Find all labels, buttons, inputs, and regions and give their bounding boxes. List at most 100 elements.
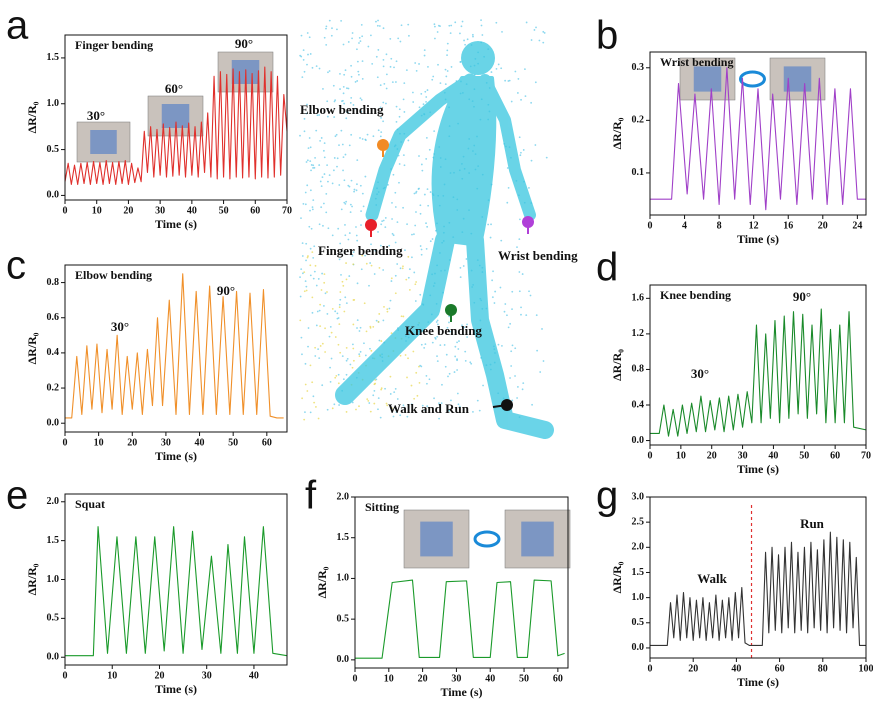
cloud-dot bbox=[434, 23, 436, 25]
cloud-dot bbox=[498, 344, 500, 346]
cloud-dot bbox=[520, 314, 522, 316]
plot-frame bbox=[65, 494, 287, 665]
cloud-dot bbox=[516, 397, 518, 399]
cloud-dot bbox=[310, 274, 312, 276]
cloud-dot bbox=[348, 88, 350, 90]
cloud-dot bbox=[334, 99, 336, 101]
y-tick-label: 0.0 bbox=[337, 654, 350, 665]
cloud-dot bbox=[358, 405, 360, 407]
cloud-dot bbox=[358, 42, 360, 44]
cloud-dot bbox=[349, 364, 351, 366]
cloud-dot bbox=[336, 312, 338, 314]
cloud-dot bbox=[377, 76, 379, 78]
cloud-dot bbox=[464, 44, 466, 46]
cloud-dot bbox=[409, 268, 411, 270]
annotation: 90° bbox=[235, 36, 253, 51]
cloud-dot bbox=[421, 344, 423, 346]
cloud-dot bbox=[306, 161, 308, 163]
cloud-dot bbox=[514, 375, 516, 377]
cloud-dot bbox=[504, 303, 506, 305]
cloud-dot bbox=[457, 348, 459, 350]
y-tick-label: 0.0 bbox=[47, 418, 60, 429]
cloud-dot bbox=[509, 377, 511, 379]
cloud-dot bbox=[299, 55, 301, 57]
cloud-dot bbox=[336, 28, 338, 30]
cloud-dot bbox=[364, 302, 366, 304]
annotation: 30° bbox=[691, 366, 709, 381]
cloud-dot bbox=[307, 32, 309, 34]
cloud-dot bbox=[416, 70, 418, 72]
y-tick-label: 0.0 bbox=[632, 642, 645, 653]
cloud-dot bbox=[302, 255, 304, 257]
cloud-dot bbox=[312, 208, 314, 210]
cloud-dot bbox=[536, 350, 538, 352]
cloud-dot bbox=[350, 204, 352, 206]
cloud-dot bbox=[424, 194, 426, 196]
cloud-dot bbox=[438, 418, 440, 420]
cloud-dot bbox=[347, 239, 349, 241]
cloud-dot bbox=[313, 278, 315, 280]
x-tick-label: 60 bbox=[775, 663, 785, 674]
photo-detail bbox=[420, 522, 453, 557]
signal-line bbox=[65, 274, 284, 418]
cloud-dot bbox=[380, 417, 382, 419]
x-tick-label: 50 bbox=[219, 205, 229, 216]
cloud-dot bbox=[310, 53, 312, 55]
cloud-dot bbox=[371, 265, 373, 267]
cloud-dot bbox=[353, 299, 355, 301]
photo-detail bbox=[521, 522, 554, 557]
cloud-dot bbox=[361, 268, 363, 270]
cloud-dot bbox=[450, 32, 452, 34]
cloud-dot bbox=[377, 408, 379, 410]
x-tick-label: 8 bbox=[717, 220, 722, 231]
cloud-dot bbox=[314, 355, 316, 357]
cloud-dot bbox=[346, 87, 348, 89]
y-axis-title: ΔR/R₀ bbox=[610, 561, 624, 593]
cloud-dot bbox=[324, 273, 326, 275]
cloud-dot bbox=[535, 27, 537, 29]
panel-title: Knee bending bbox=[660, 288, 731, 302]
cloud-dot bbox=[338, 144, 340, 146]
cloud-dot bbox=[309, 160, 311, 162]
cloud-dot bbox=[309, 137, 311, 139]
cloud-dot bbox=[387, 311, 389, 313]
x-axis-title: Time (s) bbox=[155, 217, 197, 231]
cloud-dot bbox=[334, 157, 336, 159]
cloud-dot bbox=[520, 99, 522, 101]
cloud-dot bbox=[512, 344, 514, 346]
x-tick-label: 20 bbox=[707, 450, 717, 461]
cloud-dot bbox=[418, 366, 420, 368]
cloud-dot bbox=[472, 411, 474, 413]
cloud-dot bbox=[417, 395, 419, 397]
cloud-dot bbox=[372, 326, 374, 328]
cloud-dot bbox=[316, 65, 318, 67]
cloud-dot bbox=[421, 164, 423, 166]
cloud-dot bbox=[531, 39, 533, 41]
cloud-dot bbox=[324, 142, 326, 144]
panel-title: Finger bending bbox=[75, 38, 153, 52]
cloud-dot bbox=[347, 358, 349, 360]
cloud-dot bbox=[361, 35, 363, 37]
y-tick-label: 0.0 bbox=[47, 190, 60, 201]
cloud-dot bbox=[400, 355, 402, 357]
cloud-dot bbox=[457, 393, 459, 395]
cloud-dot bbox=[514, 347, 516, 349]
cloud-dot bbox=[454, 346, 456, 348]
signal-line bbox=[650, 532, 866, 645]
x-tick-label: 16 bbox=[783, 220, 793, 231]
cloud-dot bbox=[424, 343, 426, 345]
cloud-dot bbox=[445, 76, 447, 78]
x-axis-title: Time (s) bbox=[737, 232, 779, 246]
cloud-dot bbox=[326, 25, 328, 27]
cloud-dot bbox=[383, 220, 385, 222]
cloud-dot bbox=[312, 257, 314, 259]
cloud-dot bbox=[340, 274, 342, 276]
cloud-dot bbox=[325, 193, 327, 195]
cloud-dot bbox=[392, 81, 394, 83]
cloud-dot bbox=[383, 65, 385, 67]
cloud-dot bbox=[427, 66, 429, 68]
cloud-dot bbox=[459, 33, 461, 35]
cloud-dot bbox=[319, 223, 321, 225]
y-tick-label: 0.8 bbox=[632, 364, 645, 375]
cloud-dot bbox=[407, 256, 409, 258]
